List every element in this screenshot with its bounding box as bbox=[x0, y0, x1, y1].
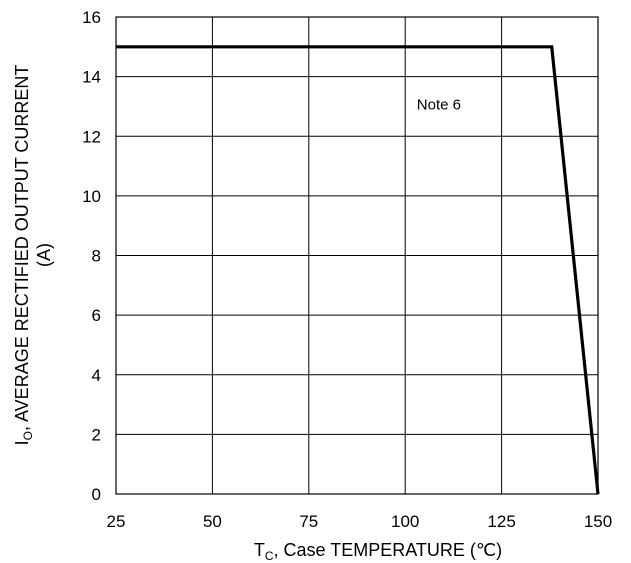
y-tick-label-6: 12 bbox=[82, 127, 101, 146]
x-tick-labels: 25 50 75 100 125 150 bbox=[107, 512, 613, 531]
series-layer bbox=[115, 45, 600, 495]
y-tick-label-3: 6 bbox=[92, 306, 101, 325]
x-axis-label: TC, Case TEMPERATURE (℃) bbox=[254, 540, 502, 563]
y-tick-label-1: 2 bbox=[92, 425, 101, 444]
x-tick-label-5: 150 bbox=[584, 512, 612, 531]
y-axis-label: IO, AVERAGE RECTIFIED OUTPUT CURRENT (A) bbox=[12, 65, 54, 446]
y-axis-label-line2: (A) bbox=[34, 243, 54, 267]
y-axis-label-line1: IO, AVERAGE RECTIFIED OUTPUT CURRENT bbox=[12, 65, 35, 446]
y-tick-label-8: 16 bbox=[82, 8, 101, 27]
x-tick-label-1: 50 bbox=[203, 512, 222, 531]
x-tick-label-4: 125 bbox=[487, 512, 515, 531]
y-tick-label-5: 10 bbox=[82, 187, 101, 206]
axes bbox=[115, 16, 599, 495]
plot-frame bbox=[115, 16, 599, 495]
annotations: Note 6 bbox=[417, 96, 461, 113]
x-tick-label-3: 100 bbox=[391, 512, 419, 531]
y-tick-label-7: 14 bbox=[82, 68, 101, 87]
y-tick-label-2: 4 bbox=[92, 366, 101, 385]
annotation-0: Note 6 bbox=[417, 96, 461, 113]
y-tick-labels: 0 2 4 6 8 10 12 14 16 bbox=[82, 8, 101, 504]
grid bbox=[115, 16, 599, 495]
series-line-0 bbox=[116, 45, 600, 495]
y-tick-label-4: 8 bbox=[92, 247, 101, 266]
y-tick-label-0: 0 bbox=[92, 485, 101, 504]
x-tick-label-2: 75 bbox=[299, 512, 318, 531]
x-tick-label-0: 25 bbox=[107, 512, 126, 531]
